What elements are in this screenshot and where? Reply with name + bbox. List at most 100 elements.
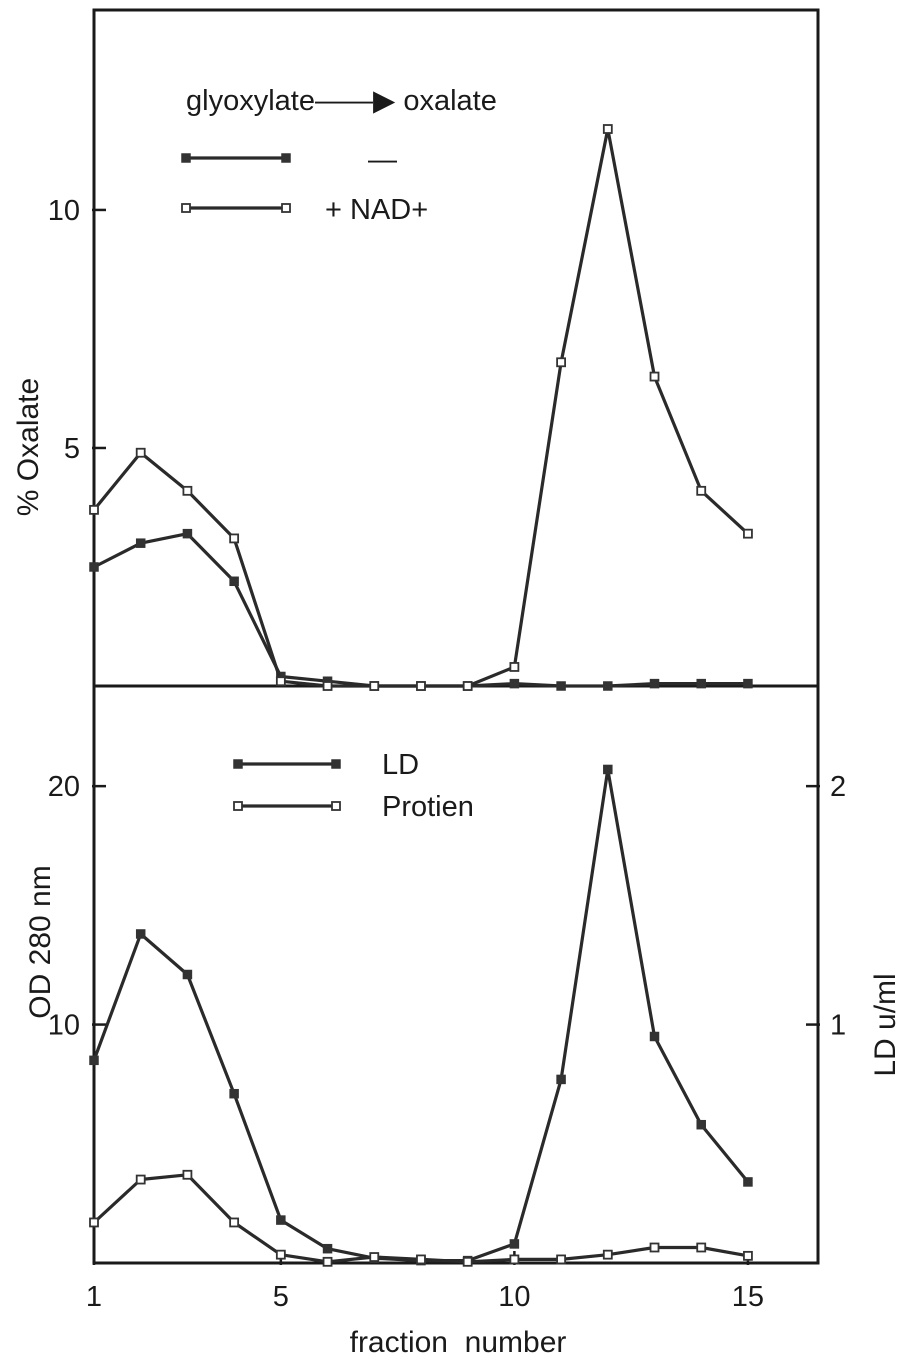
top-series-1-point	[135, 538, 146, 548]
top-series-2-point	[462, 681, 473, 691]
bottom-y-axis-title: OD 280 nm	[24, 865, 57, 1018]
top-series-2-point	[602, 124, 613, 134]
top-series-2-point	[743, 528, 753, 539]
top-legend-marker	[281, 203, 291, 213]
plot-frame	[92, 8, 820, 1265]
top-legend-entry-1: —	[181, 144, 397, 176]
bottom-series-1-point	[89, 1055, 99, 1066]
top-y-tick-label: 5	[64, 433, 80, 465]
x-tick-label: 15	[732, 1281, 764, 1313]
top-legend-marker	[281, 153, 291, 163]
bottom-series-1-point	[649, 1031, 660, 1042]
top-series-1-point	[556, 681, 566, 691]
bottom-series-1-point	[229, 1088, 239, 1099]
top-series-2-point	[509, 662, 520, 672]
bottom-series-2-point	[462, 1256, 473, 1267]
top-series-2-point	[649, 371, 660, 382]
x-tick-label: 5	[273, 1281, 289, 1313]
bottom-series-1-point	[276, 1215, 286, 1225]
bottom-y-tick-label: 10	[48, 1010, 80, 1042]
top-series-1-line	[93, 532, 748, 688]
top-series-2-point	[556, 357, 566, 368]
bottom-y2-axis-title: LD u/ml	[869, 973, 901, 1076]
bottom-series-2-point	[649, 1242, 660, 1253]
top-series-2	[89, 124, 753, 691]
bottom-series-1-point	[322, 1243, 333, 1254]
bottom-legend-marker	[331, 801, 341, 811]
bottom-series-1-point	[696, 1119, 706, 1130]
top-legend-marker	[181, 153, 191, 163]
top-series-1-point	[509, 678, 520, 689]
bottom-series-2-point	[743, 1250, 753, 1261]
bottom-series-group	[89, 764, 753, 1267]
bottom-series-1-point	[182, 969, 193, 980]
top-series-2-point	[369, 681, 380, 691]
top-series-1-point	[696, 678, 706, 689]
bottom-series-2	[89, 1169, 753, 1267]
top-series-2-point	[135, 447, 146, 458]
bottom-series-1	[89, 764, 753, 1266]
bottom-series-2-point	[369, 1252, 380, 1262]
top-series-2-point	[182, 485, 193, 496]
bottom-series-1-point	[556, 1074, 566, 1085]
top-y-axis: 5 10	[48, 195, 106, 465]
top-legend: glyoxylate——▶ oxalate — + NAD+	[181, 85, 497, 226]
bottom-legend-entry-2: Protien	[233, 791, 474, 823]
figure-border	[92, 8, 820, 1265]
bottom-left-y-axis: 10 20	[48, 771, 106, 1042]
top-series-2-point	[89, 504, 99, 515]
top-series-2-point	[229, 533, 240, 544]
bottom-legend-marker	[233, 801, 243, 811]
bottom-series-2-point	[182, 1169, 193, 1180]
top-series-1-point	[649, 678, 660, 689]
top-series-group	[89, 124, 753, 691]
top-series-1-point	[89, 562, 99, 572]
bottom-series-2-point	[322, 1256, 333, 1267]
x-tick-label: 10	[498, 1281, 530, 1313]
top-series-2-point	[416, 681, 426, 691]
bottom-series-2-point	[602, 1249, 613, 1260]
bottom-series-1-line	[92, 767, 750, 1263]
bottom-series-1-point	[135, 929, 146, 939]
bottom-y-tick-label: 20	[48, 771, 80, 803]
bottom-legend-label: Protien	[382, 791, 474, 823]
bottom-series-1-point	[509, 1239, 520, 1249]
bottom-series-2-point	[89, 1217, 99, 1228]
top-legend-label: + NAD+	[325, 194, 428, 226]
top-series-2-point	[696, 485, 707, 496]
top-series-1-point	[182, 528, 193, 539]
x-tick-label: 1	[86, 1281, 102, 1313]
bottom-legend-entry-1: LD	[233, 749, 419, 781]
top-series-2-point	[322, 681, 333, 691]
top-legend-entries: — + NAD+	[181, 144, 428, 226]
bottom-y2-tick-label: 2	[830, 771, 846, 803]
top-legend-label: —	[368, 144, 397, 176]
bottom-legend-marker	[233, 759, 243, 769]
bottom-legend-marker	[331, 759, 341, 769]
top-series-1-point	[229, 576, 239, 587]
bottom-series-2-point	[509, 1254, 520, 1265]
top-legend-entry-2: + NAD+	[181, 194, 428, 226]
top-legend-marker	[181, 203, 191, 213]
top-series-2-point	[275, 676, 286, 687]
bottom-legend-label: LD	[382, 749, 419, 781]
bottom-series-1-point	[603, 764, 613, 775]
bottom-y2-tick-label: 1	[830, 1010, 846, 1042]
top-series-1	[89, 528, 753, 691]
top-series-1-point	[743, 678, 753, 689]
bottom-series-2-point	[229, 1217, 240, 1228]
bottom-series-2-point	[556, 1254, 566, 1265]
x-axis-title: fraction number	[350, 1326, 567, 1359]
bottom-series-2-point	[275, 1249, 286, 1260]
top-y-axis-title: % Oxalate	[12, 378, 45, 516]
bottom-right-y-axis: 12	[806, 771, 846, 1042]
bottom-series-2-point	[416, 1254, 426, 1265]
top-legend-heading: glyoxylate——▶ oxalate	[186, 85, 497, 117]
bottom-series-2-point	[135, 1174, 146, 1185]
bottom-series-2-point	[696, 1242, 707, 1253]
top-y-tick-label: 10	[48, 195, 80, 227]
bottom-series-1-point	[743, 1177, 753, 1187]
bottom-legend: LD Protien	[233, 749, 474, 823]
top-series-1-point	[603, 681, 613, 691]
